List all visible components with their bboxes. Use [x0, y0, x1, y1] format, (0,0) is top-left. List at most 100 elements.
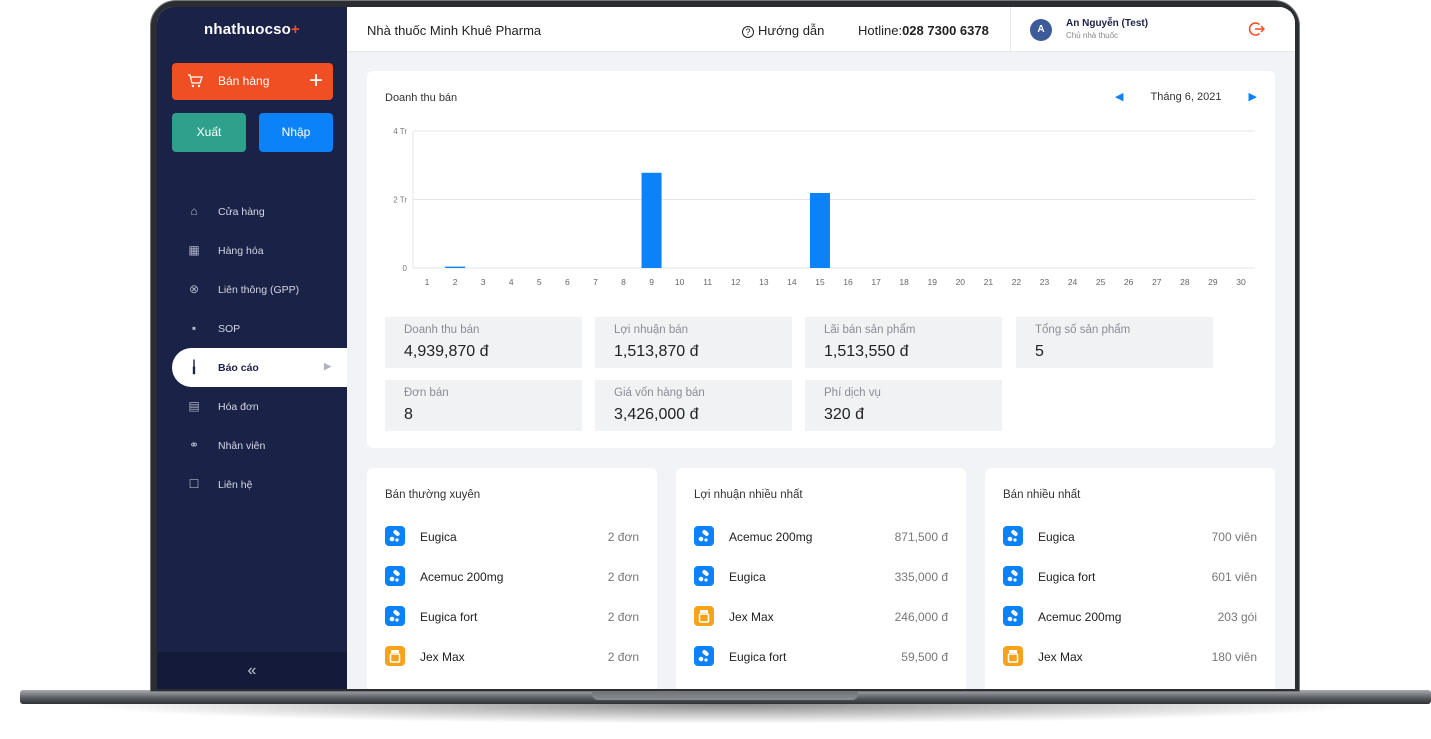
- x-tick-label: 3: [481, 277, 486, 287]
- sidebar-item-lien-thong[interactable]: ⊗ Liên thông (GPP): [188, 282, 300, 296]
- laptop-base: [20, 690, 1431, 732]
- x-tick-label: 23: [1040, 277, 1050, 287]
- bottle-icon: [385, 646, 405, 666]
- x-tick-label: 24: [1068, 277, 1078, 287]
- y-tick-label: 0: [403, 264, 408, 273]
- item-value: 203 gói: [1217, 610, 1257, 624]
- x-tick-label: 16: [843, 277, 853, 287]
- list-item[interactable]: Acemuc 200mg 2 đơn: [385, 565, 639, 587]
- item-name: Acemuc 200mg: [420, 570, 504, 584]
- stat-doanh-thu: Doanh thu bán 4,939,870 đ: [385, 317, 582, 368]
- item-name: Eugica fort: [729, 650, 787, 664]
- sidebar-item-nhan-vien[interactable]: ⚭ Nhân viên: [188, 438, 266, 452]
- x-tick-label: 15: [815, 277, 825, 287]
- sidebar-item-hoa-don[interactable]: ▤ Hóa đơn: [188, 399, 259, 413]
- x-tick-label: 29: [1208, 277, 1218, 287]
- item-name: Acemuc 200mg: [729, 530, 813, 544]
- x-tick-label: 12: [731, 277, 741, 287]
- list-item[interactable]: Jex Max 2 đơn: [385, 645, 639, 667]
- user-name[interactable]: An Nguyễn (Test): [1066, 18, 1149, 29]
- bar[interactable]: [809, 192, 830, 268]
- list-item[interactable]: Eugica fort 601 viên: [1003, 565, 1257, 587]
- contact-icon: ☐: [188, 477, 200, 491]
- guide-link[interactable]: ? Hướng dẫn: [742, 23, 824, 38]
- item-name: Jex Max: [729, 610, 774, 624]
- item-value: 700 viên: [1211, 530, 1257, 544]
- list-item[interactable]: Eugica 335,000 đ: [694, 565, 948, 587]
- x-tick-label: 20: [956, 277, 966, 287]
- list-ban-nhieu-nhat: Bán nhiều nhất Eugica 700 viên Eugica fort…: [985, 468, 1275, 689]
- pill-icon: [694, 526, 714, 546]
- list-ban-thuong-xuyen: Bán thường xuyên Eugica 2 đơn Acemuc 200mg…: [367, 468, 657, 689]
- list-item[interactable]: Eugica fort 2 đơn: [385, 605, 639, 627]
- list-item[interactable]: Jex Max 180 viên: [1003, 645, 1257, 667]
- item-value: 59,500 đ: [901, 650, 948, 664]
- laptop-notch: [592, 690, 858, 700]
- x-tick-label: 22: [1012, 277, 1022, 287]
- month-label: Tháng 6, 2021: [1150, 91, 1222, 103]
- shop-name: Nhà thuốc Minh Khuê Pharma: [367, 23, 542, 38]
- sidebar-item-cua-hang[interactable]: ⌂ Cửa hàng: [157, 192, 347, 231]
- logo[interactable]: nhathuocso+: [204, 21, 300, 38]
- sidebar-item-bao-cao[interactable]: ╽ Báo cáo ▶: [172, 348, 347, 387]
- sidebar-item-hang-hoa[interactable]: ▦ Hàng hóa: [188, 243, 264, 257]
- list-item[interactable]: Acemuc 200mg 871,500 đ: [694, 525, 948, 547]
- stat-tong-san-pham: Tổng số sản phẩm 5: [1016, 317, 1213, 368]
- sidebar-nav: ⌂ Cửa hàng ▦ Hàng hóa ⊗ Liên thông (GPP)…: [157, 192, 347, 504]
- help-icon: ?: [742, 26, 754, 38]
- pill-icon: [1003, 606, 1023, 626]
- bottle-icon: [1003, 646, 1023, 666]
- x-tick-label: 30: [1236, 277, 1246, 287]
- topbar: Nhà thuốc Minh Khuê Pharma ? Hướng dẫn Ho…: [347, 7, 1295, 52]
- x-tick-label: 27: [1152, 277, 1162, 287]
- item-value: 2 đơn: [607, 650, 639, 664]
- list-item[interactable]: Eugica 700 viên: [1003, 525, 1257, 547]
- item-name: Eugica: [1038, 530, 1075, 544]
- x-tick-label: 19: [927, 277, 937, 287]
- x-tick-label: 1: [425, 277, 430, 287]
- item-value: 2 đơn: [607, 610, 639, 624]
- revenue-chart: 02 Tr4 Tr1 2 3 4 5 6 7 8 9 10 11 12 13 14 15 16 17 18 19 20…: [393, 127, 1255, 287]
- x-tick-label: 8: [621, 277, 626, 287]
- sidebar-item-lien-he[interactable]: ☐ Liên hệ: [188, 477, 253, 491]
- stat-phi-dich-vu: Phí dịch vụ 320 đ: [805, 380, 1002, 431]
- sidebar-item-sop[interactable]: ▪ SOP: [157, 309, 347, 348]
- list-item[interactable]: Eugica fort 59,500 đ: [694, 645, 948, 667]
- import-button[interactable]: Nhập: [259, 113, 333, 152]
- report-chart-icon: ╽: [190, 360, 198, 374]
- x-tick-label: 2: [453, 277, 458, 287]
- stat-gia-von: Giá vốn hàng bán 3,426,000 đ: [595, 380, 792, 431]
- sell-button[interactable]: Bán hàng +: [172, 63, 333, 100]
- item-name: Acemuc 200mg: [1038, 610, 1122, 624]
- x-tick-label: 18: [899, 277, 909, 287]
- x-tick-label: 21: [984, 277, 994, 287]
- pill-icon: [694, 566, 714, 586]
- list-item[interactable]: Jex Max 246,000 đ: [694, 605, 948, 627]
- avatar[interactable]: A: [1030, 19, 1052, 41]
- logout-icon[interactable]: [1247, 20, 1265, 38]
- bar[interactable]: [445, 266, 466, 268]
- prev-month-icon[interactable]: ◀: [1114, 91, 1124, 103]
- x-tick-label: 26: [1124, 277, 1134, 287]
- x-tick-label: 9: [649, 277, 654, 287]
- item-value: 180 viên: [1211, 650, 1257, 664]
- y-tick-label: 4 Tr: [393, 127, 407, 136]
- item-value: 2 đơn: [607, 530, 639, 544]
- pill-icon: [385, 606, 405, 626]
- item-value: 335,000 đ: [894, 570, 948, 584]
- export-button[interactable]: Xuất: [172, 113, 246, 152]
- pill-icon: [385, 526, 405, 546]
- item-name: Eugica: [729, 570, 766, 584]
- item-value: 246,000 đ: [894, 610, 948, 624]
- topbar-divider: [1010, 7, 1011, 52]
- app-screen: nhathuocso+ Bán hàng + Xuất Nhập ⌂ Cửa h…: [157, 7, 1295, 689]
- list-item[interactable]: Eugica 2 đơn: [385, 525, 639, 547]
- x-tick-label: 7: [593, 277, 598, 287]
- collapse-sidebar-button[interactable]: «: [157, 652, 347, 689]
- chevron-right-icon: ▶: [324, 361, 331, 371]
- next-month-icon[interactable]: ▶: [1248, 91, 1257, 103]
- bar[interactable]: [641, 172, 662, 268]
- x-tick-label: 14: [787, 277, 797, 287]
- list-item[interactable]: Acemuc 200mg 203 gói: [1003, 605, 1257, 627]
- sidebar: nhathuocso+ Bán hàng + Xuất Nhập ⌂ Cửa h…: [157, 7, 347, 689]
